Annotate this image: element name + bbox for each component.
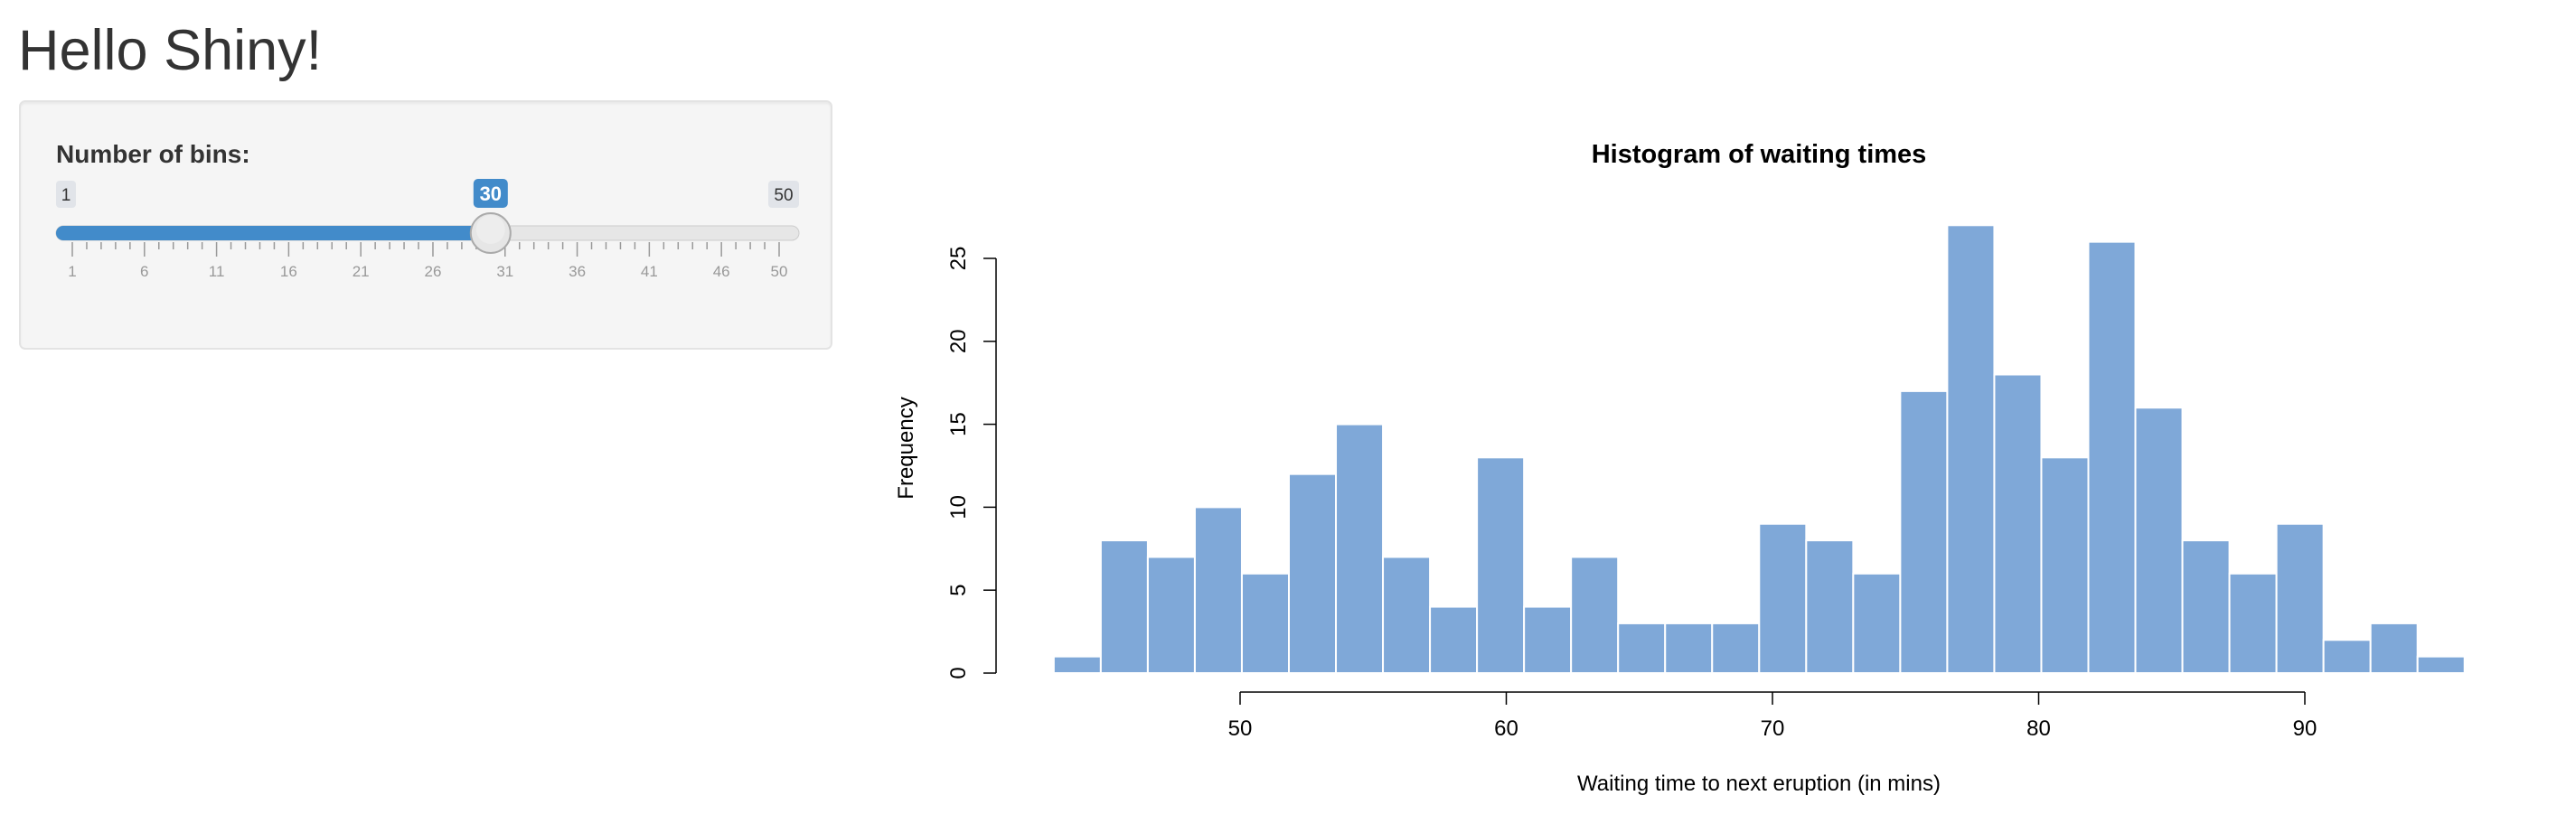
slider-grid-label: 1 <box>68 263 76 280</box>
histogram-bar <box>2228 572 2278 675</box>
x-axis-tick-label: 60 <box>1494 716 1518 741</box>
slider-grid-label: 46 <box>713 263 730 280</box>
slider-max-label: 50 <box>774 186 793 205</box>
histogram-bar <box>1193 506 1243 675</box>
slider-grid-label: 31 <box>496 263 513 280</box>
histogram-bar <box>1382 556 1432 674</box>
histogram-bar <box>2134 407 2184 674</box>
slider-grid-label: 36 <box>569 263 586 280</box>
y-axis-tick-label: 10 <box>946 495 971 519</box>
histogram-bar <box>1335 423 1385 674</box>
histogram-bar <box>2040 456 2090 674</box>
histogram-bar <box>1664 622 1714 674</box>
histogram-bar <box>1758 522 1808 675</box>
histogram-bar <box>1852 572 1902 675</box>
y-axis-tick-label: 20 <box>946 329 971 353</box>
histogram-bar <box>1523 605 1573 674</box>
y-axis-tick-label: 0 <box>946 667 971 679</box>
y-axis-label: Frequency <box>894 397 918 499</box>
slider-min-badge <box>56 181 76 208</box>
histogram-bar <box>1146 556 1196 674</box>
histogram-bar <box>1570 556 1620 674</box>
y-axis-tick-label: 15 <box>946 412 971 436</box>
histogram-bar <box>1946 224 1996 674</box>
histogram-bar <box>1429 605 1479 674</box>
histogram-bar <box>1052 655 1102 675</box>
slider-grid-label: 16 <box>280 263 297 280</box>
slider-min-label: 1 <box>61 186 71 205</box>
histogram-bar <box>1476 456 1526 674</box>
histogram-bar <box>2369 622 2419 674</box>
x-axis-tick-label: 90 <box>2293 716 2317 741</box>
y-axis-tick-label: 25 <box>946 247 971 271</box>
x-axis-tick-label: 70 <box>1761 716 1785 741</box>
histogram-bar <box>1711 622 1761 674</box>
histogram-bar <box>1899 389 1949 674</box>
slider-grid-label: 41 <box>641 263 658 280</box>
histogram-bar <box>2322 639 2372 675</box>
bins-slider-label: Number of bins: <box>56 140 250 168</box>
slider-value-badge <box>473 179 508 208</box>
x-axis-tick-label: 50 <box>1228 716 1253 741</box>
chart-title: Histogram of waiting times <box>1592 140 1927 169</box>
slider-grid-label: 26 <box>425 263 442 280</box>
slider-max-badge <box>768 181 799 208</box>
x-axis-label: Waiting time to next eruption (in mins) <box>1577 772 1941 796</box>
histogram-bar <box>1287 473 1338 674</box>
slider-value-label: 30 <box>480 183 502 205</box>
slider-grid-label: 6 <box>140 263 148 280</box>
histogram-bar <box>2087 240 2137 674</box>
histogram-bar <box>1099 539 1149 674</box>
slider-fill <box>56 226 491 240</box>
page-title: Hello Shiny! <box>18 19 323 82</box>
histogram-bar <box>1805 539 1855 674</box>
slider-grid-label: 50 <box>771 263 788 280</box>
x-axis-tick-label: 80 <box>2026 716 2051 741</box>
slider-grid-label: 21 <box>353 263 370 280</box>
histogram-bar <box>2275 522 2325 675</box>
histogram-bar <box>2416 655 2466 675</box>
y-axis-tick-label: 5 <box>946 585 971 596</box>
slider-handle-highlight <box>475 215 505 244</box>
slider-grid-label: 11 <box>209 263 225 280</box>
histogram-bar <box>2181 539 2231 674</box>
histogram-bar <box>1993 373 2043 674</box>
histogram-bar <box>1617 622 1667 674</box>
sidebar-panel: Number of bins: <box>19 100 832 350</box>
histogram-bar <box>1240 572 1290 675</box>
